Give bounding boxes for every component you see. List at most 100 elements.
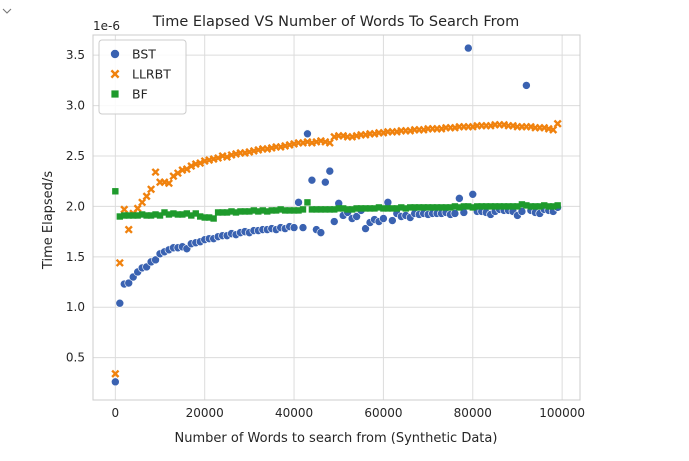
- y-tick-label: 1.0: [66, 300, 85, 314]
- data-point-bf: [523, 202, 530, 209]
- data-point-bf: [482, 203, 490, 210]
- data-point-bst: [321, 177, 330, 187]
- data-point-bf: [424, 204, 432, 211]
- legend: BST LLRBT BF: [98, 39, 187, 115]
- data-point-bf: [134, 212, 141, 219]
- data-point-bf: [469, 204, 476, 211]
- data-point-bf: [415, 204, 423, 211]
- data-point-bst: [383, 198, 393, 207]
- data-point-bf: [344, 206, 351, 213]
- data-point-bf: [295, 207, 302, 214]
- data-point-bf: [442, 204, 450, 211]
- data-point-bf: [380, 205, 387, 212]
- y-tick-label: 2.5: [66, 149, 85, 163]
- data-point-bf: [313, 206, 320, 213]
- data-point-llrbt: [111, 369, 120, 378]
- data-point-bf: [456, 204, 463, 211]
- y-tick-label: 3.0: [66, 99, 85, 113]
- x-tick-label: 40000: [275, 406, 313, 420]
- data-point-bf: [147, 212, 155, 219]
- data-point-bst: [329, 217, 339, 226]
- data-point-bf: [420, 204, 427, 211]
- data-point-bf: [536, 203, 543, 210]
- data-point-bf: [152, 211, 159, 218]
- data-point-bf: [509, 203, 517, 210]
- data-point-bf: [447, 204, 454, 211]
- data-point-bf: [487, 203, 494, 210]
- data-point-llrbt: [222, 152, 232, 162]
- data-point-bf: [371, 205, 378, 212]
- data-point-bf: [170, 210, 177, 217]
- x-marker-stroke: [196, 159, 205, 168]
- data-point-bf: [112, 188, 119, 195]
- data-point-bst: [522, 81, 531, 90]
- data-point-bf: [116, 213, 124, 220]
- data-point-bf: [478, 203, 485, 210]
- series-bf: [112, 188, 561, 222]
- data-point-bf: [375, 204, 383, 211]
- data-point-bf: [188, 212, 195, 219]
- data-point-bf: [290, 207, 298, 214]
- data-point-bf: [460, 203, 468, 210]
- data-point-bf: [299, 206, 307, 213]
- data-point-bf: [156, 212, 164, 219]
- x-marker-stroke: [151, 168, 160, 177]
- data-point-bf: [183, 210, 191, 217]
- data-point-bf: [402, 205, 409, 212]
- legend-box: [98, 39, 187, 115]
- series-bst: [111, 43, 562, 387]
- data-point-bf: [362, 205, 369, 212]
- data-point-llrbt: [124, 225, 133, 234]
- data-point-llrbt: [187, 162, 196, 171]
- data-point-bst: [325, 166, 335, 176]
- y-tick-label: 0.5: [66, 351, 85, 365]
- data-point-bf: [331, 206, 338, 213]
- data-point-bf: [317, 206, 325, 213]
- axes: 0 20000 40000 60000 80000 100000 0.5 1.0 1.5 2.0 2…: [66, 48, 585, 420]
- data-point-bf: [496, 203, 503, 210]
- data-point-bst: [361, 224, 370, 233]
- data-point-bf: [264, 208, 271, 215]
- x-marker-stroke: [120, 205, 129, 214]
- data-point-bf: [389, 205, 396, 212]
- data-point-bf: [451, 203, 459, 210]
- data-point-bst: [455, 194, 464, 203]
- data-point-bf: [165, 211, 173, 218]
- data-point-bf: [500, 203, 508, 210]
- data-point-bf: [121, 212, 128, 219]
- data-point-bf: [429, 204, 436, 211]
- data-point-bf: [223, 209, 231, 216]
- legend-marker-bst: [110, 49, 120, 59]
- x-marker-stroke: [214, 153, 223, 163]
- data-point-bf: [549, 203, 557, 210]
- data-point-bf: [326, 206, 333, 213]
- data-point-bf: [433, 204, 441, 211]
- data-point-bf: [138, 211, 146, 218]
- data-point-bf: [407, 204, 414, 211]
- data-point-bf: [348, 206, 356, 213]
- legend-label: LLRBT: [132, 67, 171, 82]
- data-point-bst: [124, 278, 134, 288]
- x-tick-label: 100000: [539, 406, 585, 420]
- x-marker-stroke: [147, 185, 156, 194]
- data-point-bf: [246, 208, 253, 215]
- chevron-down-icon[interactable]: [2, 6, 12, 16]
- data-point-bst: [115, 298, 125, 308]
- data-point-llrbt: [164, 179, 174, 188]
- data-point-bst: [316, 228, 326, 237]
- y-axis-offset-label: 1e-6: [93, 19, 120, 33]
- data-point-bf: [366, 205, 374, 212]
- data-point-bst: [303, 129, 312, 139]
- data-point-bf: [357, 205, 365, 212]
- data-point-bst: [307, 175, 317, 185]
- y-axis-label: Time Elapsed/s: [41, 171, 56, 270]
- data-point-bf: [541, 202, 548, 209]
- data-point-llrbt: [142, 192, 151, 201]
- data-point-bf: [237, 208, 244, 215]
- data-point-bf: [554, 202, 561, 209]
- data-point-bf: [250, 207, 258, 214]
- x-marker-stroke: [222, 152, 232, 162]
- data-point-bst: [388, 216, 397, 225]
- data-point-bf: [384, 205, 392, 212]
